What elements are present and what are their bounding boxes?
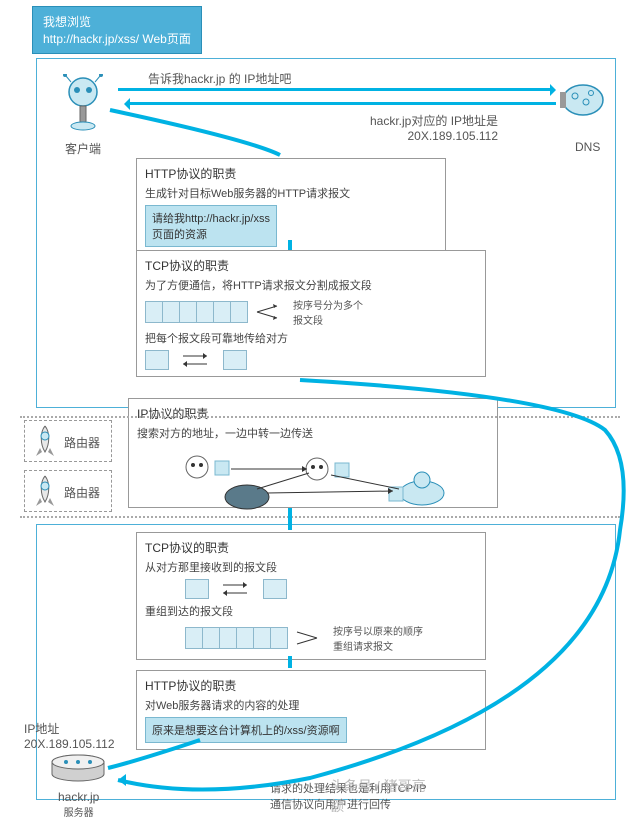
speech-line1: 我想浏览 [43,13,191,30]
dns-icon [558,80,608,123]
tcp2-title: TCP协议的职责 [145,539,477,556]
router1-label: 路由器 [64,434,100,451]
http1-inner-l2: 页面的资源 [152,226,270,242]
tcp1-note1: 按序号分为多个 报文段 [293,297,363,327]
speech-bubble: 我想浏览 http://hackr.jp/xss/ Web页面 [32,6,202,54]
tcp1-title: TCP协议的职责 [145,257,477,274]
dns-label: DNS [575,140,600,154]
client-label: 客户端 [65,140,101,157]
tcp2-segments [185,627,287,649]
response-ip: hackr.jp对应的 IP地址是 20X.189.105.112 [370,112,498,143]
request-arrow [118,88,554,91]
server-label: hackr.jp 服务器 [58,790,99,819]
divider1 [20,416,620,418]
http1-inner: 请给我http://hackr.jp/xss 页面的资源 [145,205,277,247]
routing-diagram-icon [137,445,487,513]
tcp1-transfer [145,350,477,370]
http2-inner: 原来是想要这台计算机上的/xss/资源啊 [145,717,347,743]
ip-box: IP协议的职责 搜索对方的地址，一边中转一边传送 [128,398,498,508]
tcp2-note: 按序号以原来的顺序 重组请求报文 [333,623,423,653]
tcp1-desc2: 把每个报文段可靠地传给对方 [145,330,477,346]
tcp2-receive [185,579,477,599]
client-robot-icon [58,74,108,137]
http1-title: HTTP协议的职责 [145,165,437,182]
watermark: 头条号 / 猪哥亮额 [330,776,426,816]
response-arrow [126,102,556,105]
ip-desc: 搜索对方的地址，一边中转一边传送 [137,425,489,441]
server-ip: IP地址 20X.189.105.112 [24,720,115,751]
server-icon [48,752,108,791]
http2-title: HTTP协议的职责 [145,677,477,694]
bottom-text: 头条号 / 猪哥亮额 请求的处理结果也是利用TCP/IP 通信协议向用户进行回传 [270,780,426,812]
tcp2-desc: 从对方那里接收到的报文段 [145,559,477,575]
tcp2-desc2: 重组到达的报文段 [145,603,477,619]
http2-desc: 对Web服务器请求的内容的处理 [145,697,477,713]
tcp1-box: TCP协议的职责 为了方便通信，将HTTP请求报文分割成报文段 按序号分为多个 … [136,250,486,377]
speech-line2: http://hackr.jp/xss/ Web页面 [43,30,191,47]
http1-inner-l1: 请给我http://hackr.jp/xss [152,210,270,226]
http1-box: HTTP协议的职责 生成针对目标Web服务器的HTTP请求报文 请给我http:… [136,158,446,254]
response-l2: 20X.189.105.112 [370,129,498,143]
divider2 [20,516,620,518]
tcp1-desc: 为了方便通信，将HTTP请求报文分割成报文段 [145,277,477,293]
router2-icon [30,474,60,511]
http1-desc: 生成针对目标Web服务器的HTTP请求报文 [145,185,437,201]
response-l1: hackr.jp对应的 IP地址是 [370,112,498,129]
router1-icon [30,424,60,461]
merge-arrows-icon [295,628,325,648]
split-arrows-icon [255,302,285,322]
router2-label: 路由器 [64,484,100,501]
ip-title: IP协议的职责 [137,405,489,422]
tcp2-box: TCP协议的职责 从对方那里接收到的报文段 重组到达的报文段 按序号以原来的顺序… [136,532,486,660]
http2-box: HTTP协议的职责 对Web服务器请求的内容的处理 原来是想要这台计算机上的/x… [136,670,486,750]
tcp1-segments [145,301,247,323]
request-ip-text: 告诉我hackr.jp 的 IP地址吧 [148,70,291,87]
